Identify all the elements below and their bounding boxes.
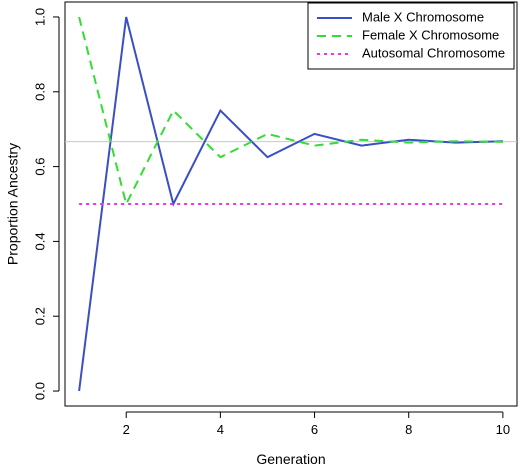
x-tick-label: 4 xyxy=(217,422,224,437)
y-axis-title: Proportion Ancestry xyxy=(5,143,21,265)
x-tick-label: 2 xyxy=(123,422,130,437)
legend-label: Female X Chromosome xyxy=(362,27,499,42)
legend: Male X Chromosome Female X Chromosome Auto… xyxy=(307,2,515,70)
y-tick-label: 0.8 xyxy=(32,83,47,101)
y-tick-label: 0.4 xyxy=(32,232,47,250)
series-line-female-x-chromosome xyxy=(78,16,503,207)
x-tick-label: 8 xyxy=(405,422,412,437)
x-tick-label: 10 xyxy=(496,422,510,437)
y-tick-label: 1.0 xyxy=(32,8,47,26)
x-tick-label: 6 xyxy=(311,422,318,437)
legend-label: Autosomal Chromosome xyxy=(362,45,505,60)
y-axis: 0.0 0.2 0.4 0.6 0.8 1.0 xyxy=(32,8,60,400)
y-tick-label: 0.2 xyxy=(32,307,47,325)
x-axis-title: Generation xyxy=(256,451,325,467)
series-line-male-x-chromosome xyxy=(78,16,503,392)
plot-frame xyxy=(64,1,518,407)
legend-box xyxy=(307,2,515,70)
series-layer xyxy=(78,16,503,392)
y-tick-label: 0.0 xyxy=(32,382,47,400)
x-axis: 2 4 6 8 10 xyxy=(123,411,510,437)
legend-label: Male X Chromosome xyxy=(362,9,484,24)
y-tick-label: 0.6 xyxy=(32,158,47,176)
